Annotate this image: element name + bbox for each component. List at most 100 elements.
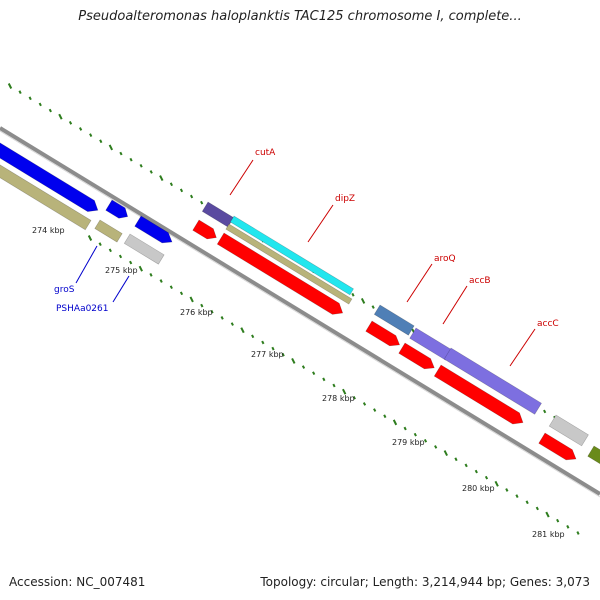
topology-text: Topology: circular; Length: 3,214,944 bp… <box>260 575 590 589</box>
feature-gray-2[interactable] <box>548 414 589 447</box>
tick-dot <box>373 408 377 412</box>
tick-dot <box>484 475 489 480</box>
feature-violet-2[interactable] <box>443 347 542 415</box>
leader-accC <box>509 328 536 367</box>
feature-slate-1-shape[interactable] <box>373 304 415 336</box>
feature-olive-1[interactable] <box>0 159 92 231</box>
feature-olive-2[interactable] <box>94 219 123 243</box>
feature-red-1[interactable] <box>192 219 220 243</box>
tick-dot <box>28 96 32 101</box>
feature-green-1-shape[interactable] <box>587 445 600 468</box>
tick-dot <box>230 322 234 326</box>
tick-dot <box>179 188 184 193</box>
feature-cyan-1[interactable] <box>229 215 354 296</box>
tick-dot <box>545 511 550 518</box>
gene-labels: cutA dipZ aroQ accB accC groS PSHAa0261 <box>54 148 559 329</box>
tick-label-276: 276 kbp <box>180 308 213 317</box>
tick-dot <box>129 157 133 162</box>
feature-red-6[interactable] <box>538 432 579 464</box>
tick-dot <box>281 352 285 357</box>
tick-label-274: 274 kbp <box>32 226 65 235</box>
tick-dot <box>98 242 102 246</box>
tick-dot <box>351 292 355 297</box>
gene-label-accB[interactable]: accB <box>469 276 491 286</box>
tick-dot <box>119 151 123 156</box>
tick-label-275: 275 kbp <box>105 266 138 275</box>
tick-dot <box>464 463 468 468</box>
page-title: Pseudoalteromonas haloplanktis TAC125 ch… <box>78 9 522 24</box>
tick-label-281: 281 kbp <box>532 530 565 539</box>
tick-dot <box>515 494 519 498</box>
tick-dot <box>413 432 417 437</box>
tick-label-279: 279 kbp <box>392 438 425 447</box>
feature-blue-2[interactable] <box>105 199 131 222</box>
tick-dot <box>505 488 509 492</box>
backbone-line-outer <box>0 126 600 496</box>
tick-dot <box>210 309 214 314</box>
feature-red-6-shape[interactable] <box>538 432 579 464</box>
feature-red-2[interactable] <box>216 232 346 319</box>
tick-dot <box>89 133 93 137</box>
tick-dot <box>138 265 143 272</box>
feature-olive-3[interactable] <box>225 223 353 305</box>
tick-dot <box>200 200 204 205</box>
features <box>0 137 600 468</box>
leader-aroQ <box>406 263 433 303</box>
feature-gray-1[interactable] <box>123 233 165 265</box>
feature-violet-2-shape[interactable] <box>443 347 542 415</box>
feature-blue-2-shape[interactable] <box>105 199 131 222</box>
tick-dot <box>371 305 375 309</box>
tick-dot <box>332 383 336 388</box>
feature-red-3-shape[interactable] <box>365 320 403 350</box>
tick-dot <box>99 139 103 144</box>
tick-dot <box>68 120 73 125</box>
feature-red-5-shape[interactable] <box>433 364 526 428</box>
feature-gray-1-shape[interactable] <box>123 233 165 265</box>
gene-label-PSHAa0261[interactable]: PSHAa0261 <box>56 304 108 314</box>
feature-red-1-shape[interactable] <box>192 219 220 243</box>
feature-olive-1-shape[interactable] <box>0 159 92 231</box>
tick-dot <box>525 500 529 505</box>
feature-indigo-1-shape[interactable] <box>201 201 235 228</box>
tick-dot <box>139 163 143 168</box>
gene-label-accC[interactable]: accC <box>537 319 559 329</box>
gene-label-groS[interactable]: groS <box>54 285 75 295</box>
tick-dot <box>454 457 458 462</box>
accession-text: Accession: NC_007481 <box>9 575 146 589</box>
tick-labels: 274 kbp 275 kbp 276 kbp 277 kbp 278 kbp … <box>32 226 565 539</box>
feature-olive-2-shape[interactable] <box>94 219 123 243</box>
feature-olive-3-shape[interactable] <box>225 223 353 305</box>
feature-slate-1[interactable] <box>373 304 415 336</box>
feature-red-5[interactable] <box>433 364 526 428</box>
feature-red-3[interactable] <box>365 320 403 350</box>
feature-cyan-1-shape[interactable] <box>229 215 354 296</box>
tick-dot <box>360 297 366 304</box>
gene-label-dipZ[interactable]: dipZ <box>335 194 355 204</box>
tick-dot <box>312 371 316 376</box>
tick-dot <box>383 414 387 419</box>
tick-dot <box>322 377 326 382</box>
feature-red-4[interactable] <box>398 342 438 373</box>
tick-dot <box>535 506 539 511</box>
gene-label-cutA[interactable]: cutA <box>255 148 276 158</box>
feature-gray-2-shape[interactable] <box>548 414 589 447</box>
feature-green-1[interactable] <box>587 445 600 468</box>
gene-label-aroQ[interactable]: aroQ <box>434 254 456 264</box>
tick-dot <box>220 316 224 320</box>
tick-dot <box>159 175 164 182</box>
tick-dot <box>7 83 13 89</box>
feature-blue-3[interactable] <box>134 215 175 247</box>
tick-dot <box>576 531 580 535</box>
feature-blue-1[interactable] <box>0 137 101 216</box>
backbone-line-inner <box>0 130 600 498</box>
feature-blue-1-shape[interactable] <box>0 137 101 216</box>
tick-dot <box>79 127 83 131</box>
feature-red-2-shape[interactable] <box>216 232 346 319</box>
feature-red-4-shape[interactable] <box>398 342 438 373</box>
leader-groS <box>75 245 98 284</box>
leader-PSHAa0261 <box>112 275 130 303</box>
tick-dot <box>434 445 438 449</box>
feature-blue-3-shape[interactable] <box>134 215 175 247</box>
feature-indigo-1[interactable] <box>201 201 235 228</box>
